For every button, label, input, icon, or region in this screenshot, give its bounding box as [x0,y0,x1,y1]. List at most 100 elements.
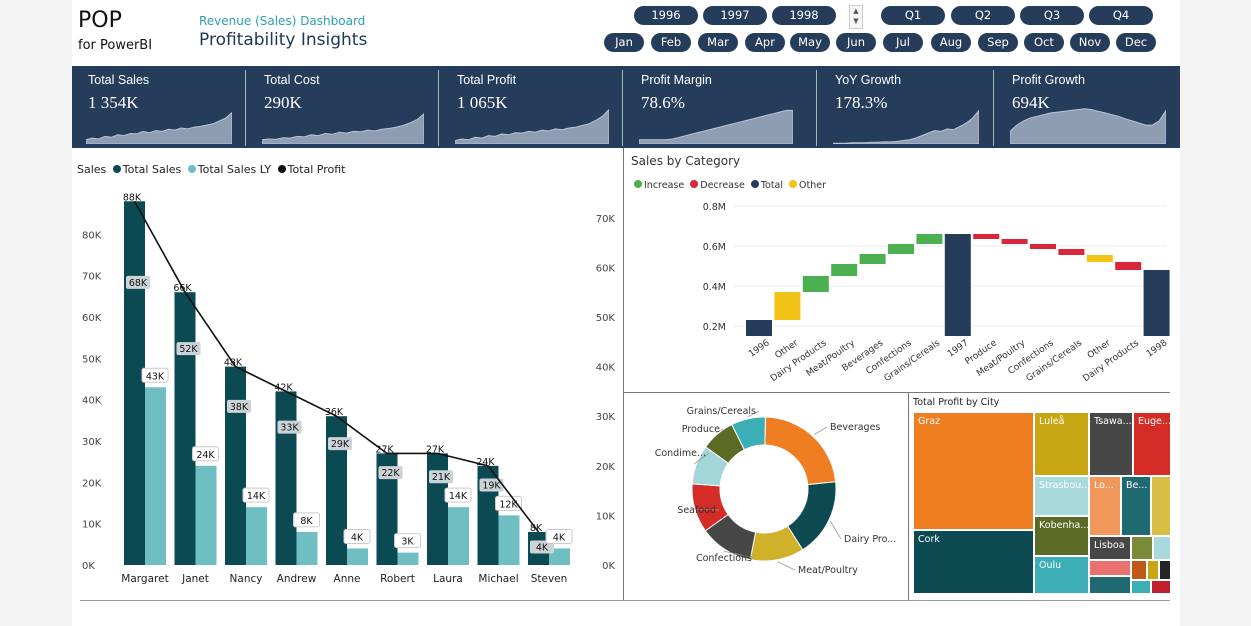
treemap-cell[interactable]: Graz [913,412,1034,530]
sales-legend: Sales Total Sales Total Sales LY Total P… [77,163,346,176]
up-down-arrows-icon[interactable]: ▲ ▼ [849,5,863,29]
waterfall-bar-total[interactable] [1143,270,1170,336]
bar-total-sales[interactable] [275,391,297,565]
month-button-oct[interactable]: Oct [1024,33,1064,52]
donut-slice[interactable] [764,416,837,486]
month-button-dec[interactable]: Dec [1116,33,1156,52]
treemap-cell[interactable]: Be... [1121,476,1151,536]
month-button-nov[interactable]: Nov [1070,33,1110,52]
treemap-cell[interactable] [1153,536,1171,560]
bar-total-sales[interactable] [225,366,246,565]
waterfall-bar-increase[interactable] [888,244,914,254]
legend-dot-increase [634,180,642,188]
bar-total-sales-ly[interactable] [145,387,166,565]
year-button-1997[interactable]: 1997 [703,6,767,25]
category-donut-chart[interactable]: Beverages Dairy Pro... Meat/Poultry Confect… [624,393,908,600]
treemap-cell[interactable] [1131,580,1151,594]
month-button-aug[interactable]: Aug [931,33,971,52]
bar-total-sales-ly[interactable] [347,548,368,565]
month-button-sep[interactable]: Sep [978,33,1018,52]
treemap-cell[interactable] [1151,476,1171,536]
waterfall-bar-increase[interactable] [802,276,829,292]
treemap-cell[interactable] [1131,560,1147,580]
bar-total-sales[interactable] [124,201,145,565]
line-total-profit[interactable] [133,200,540,533]
treemap-cell[interactable] [1089,576,1131,594]
donut-label: Condime... [655,448,706,459]
kpi-card-yoy-growth[interactable]: YoY Growth 178.3% [819,66,989,148]
treemap-cell[interactable] [1151,580,1171,594]
y-tick-left: 30K [82,437,102,448]
bar-total-sales-ly[interactable] [448,507,469,565]
sales-combo-chart[interactable]: 0K 10K 20K 30K 40K 50K 60K 70K 80K 0K 10K 20K 30K 40K… [72,180,624,595]
treemap-cell[interactable]: Euge... [1133,412,1171,476]
month-button-feb[interactable]: Feb [651,33,691,52]
month-button-jan[interactable]: Jan [604,33,644,52]
year-button-1996[interactable]: 1996 [634,6,698,25]
month-button-mar[interactable]: Mar [698,33,738,52]
treemap-cell[interactable]: Strasbou... [1034,476,1089,516]
city-profit-treemap[interactable]: Graz Cork Luleå Strasbou... Kobenha... Oulu Ts… [913,412,1171,594]
treemap-cell[interactable]: Tsawa... [1089,412,1133,476]
treemap-cell[interactable] [1147,560,1159,580]
data-label-bg [141,367,169,383]
waterfall-bar-decrease[interactable] [973,234,1000,239]
treemap-cell[interactable]: Kobenha... [1034,516,1089,556]
leader-line [715,428,724,433]
treemap-cell[interactable]: Oulu [1034,556,1089,594]
treemap-cell[interactable]: Lisboa [1089,536,1131,560]
bar-total-sales[interactable] [326,416,347,565]
kpi-value: 290K [264,93,302,112]
bar-total-sales-ly[interactable] [296,531,318,565]
month-button-jun[interactable]: Jun [836,33,876,52]
month-button-apr[interactable]: Apr [745,33,785,52]
data-label-total-sales-ly: 24K [196,450,215,461]
quarter-button-q2[interactable]: Q2 [951,6,1015,25]
treemap-cell[interactable]: Cork [913,530,1034,594]
kpi-card-total-cost[interactable]: Total Cost 290K [248,66,434,148]
bar-total-sales-ly[interactable] [397,552,419,565]
waterfall-bar-other[interactable] [1086,255,1113,262]
donut-slice[interactable] [731,416,766,451]
waterfall-bar-decrease[interactable] [1115,262,1142,270]
bar-total-sales-ly[interactable] [498,515,520,565]
kpi-card-total-sales[interactable]: Total Sales 1 354K [72,66,242,148]
kpi-card-profit-growth[interactable]: Profit Growth 694K [996,66,1176,148]
waterfall-bar-decrease[interactable] [1058,249,1085,255]
data-label-total-sales-ly: 14K [247,491,266,502]
treemap-cell[interactable] [1159,560,1171,580]
waterfall-bar-decrease[interactable] [1030,244,1056,249]
waterfall-bar-total[interactable] [746,320,772,336]
bar-total-sales-ly[interactable] [195,465,217,565]
waterfall-bar-other[interactable] [774,292,801,320]
kpi-card-total-profit[interactable]: Total Profit 1 065K [441,66,619,148]
donut-label: Dairy Pro... [844,534,896,545]
bar-total-sales-ly[interactable] [246,507,267,565]
quarter-button-q3[interactable]: Q3 [1020,6,1084,25]
quarter-button-q1[interactable]: Q1 [881,6,945,25]
treemap-cell[interactable]: Lo... [1089,476,1121,536]
kpi-card-profit-margin[interactable]: Profit Margin 78.6% [625,66,803,148]
bar-total-sales[interactable] [174,292,196,565]
month-button-jul[interactable]: Jul [883,33,923,52]
waterfall-bar-decrease[interactable] [1001,239,1028,244]
year-button-1998[interactable]: 1998 [772,6,836,25]
bar-total-sales[interactable] [427,453,448,565]
kpi-value: 178.3% [835,93,888,112]
bar-total-sales[interactable] [376,453,398,565]
kpi-label: Total Cost [264,73,320,87]
treemap-cell[interactable]: Luleå [1034,412,1089,476]
waterfall-bar-increase[interactable] [831,264,858,276]
treemap-cell[interactable] [1131,536,1153,560]
treemap-cell[interactable] [1089,560,1131,576]
waterfall-bar-total[interactable] [944,234,971,336]
y-tick: 0.8M [703,202,726,213]
quarter-button-q4[interactable]: Q4 [1089,6,1153,25]
bar-total-sales-ly[interactable] [549,548,570,565]
legend-dot-total-profit [277,165,286,173]
waterfall-bar-increase[interactable] [916,234,943,244]
waterfall-bar-increase[interactable] [859,254,886,264]
month-button-may[interactable]: May [790,33,830,52]
legend-dot-total-sales [112,165,121,173]
